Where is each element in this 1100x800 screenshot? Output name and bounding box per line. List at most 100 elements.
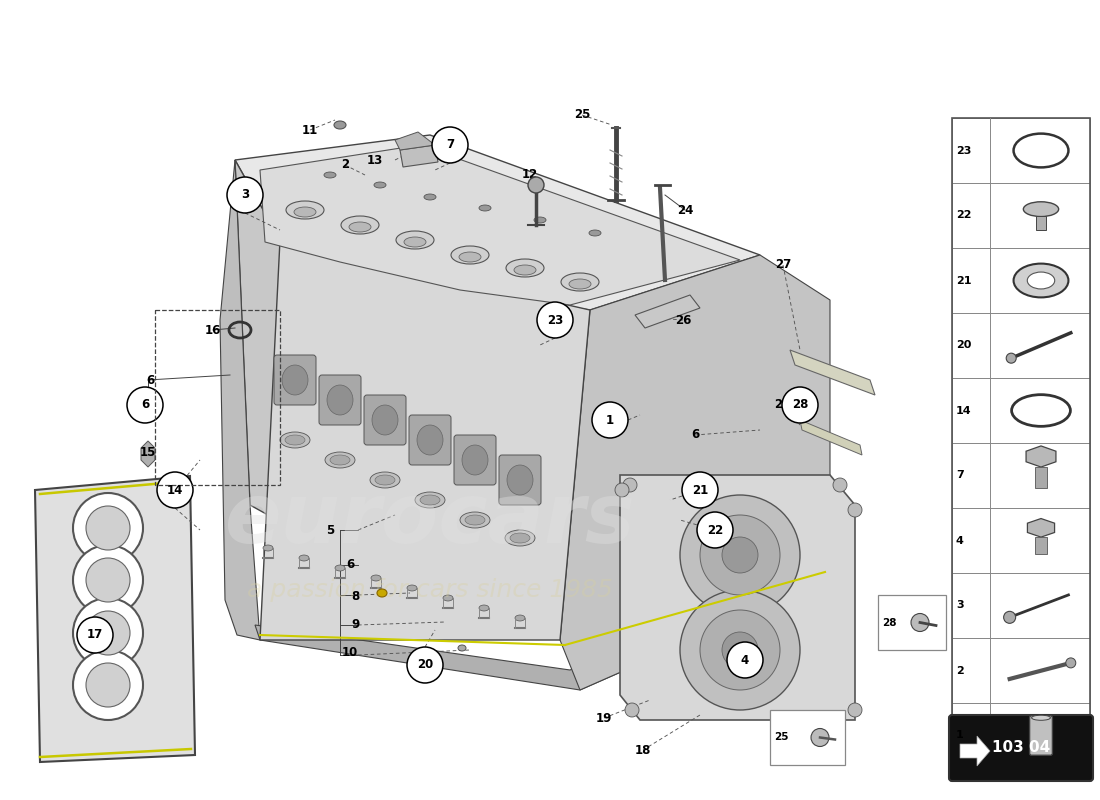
Ellipse shape <box>561 273 600 291</box>
Bar <box>952 118 1090 183</box>
Circle shape <box>432 127 468 163</box>
FancyBboxPatch shape <box>319 375 361 425</box>
Text: 25: 25 <box>574 109 591 122</box>
Ellipse shape <box>506 259 544 277</box>
Text: 24: 24 <box>676 203 693 217</box>
Polygon shape <box>220 160 260 640</box>
Ellipse shape <box>1032 715 1050 720</box>
Circle shape <box>77 617 113 653</box>
Ellipse shape <box>282 365 308 395</box>
Ellipse shape <box>377 589 387 597</box>
Circle shape <box>528 177 544 193</box>
Ellipse shape <box>424 194 436 200</box>
Text: 8: 8 <box>351 590 359 603</box>
Text: 6: 6 <box>141 398 150 411</box>
Bar <box>1035 467 1047 488</box>
Text: a passion for cars since 1985: a passion for cars since 1985 <box>248 578 613 602</box>
Polygon shape <box>35 476 195 762</box>
Circle shape <box>1003 611 1015 623</box>
Circle shape <box>828 711 842 725</box>
FancyBboxPatch shape <box>1030 716 1053 755</box>
Text: 3: 3 <box>956 601 964 610</box>
Circle shape <box>833 478 847 492</box>
Ellipse shape <box>569 279 591 289</box>
Polygon shape <box>400 145 438 167</box>
Ellipse shape <box>404 237 426 247</box>
Ellipse shape <box>415 492 446 508</box>
Ellipse shape <box>462 445 488 475</box>
Text: 25: 25 <box>774 733 789 742</box>
Circle shape <box>157 472 192 508</box>
Circle shape <box>73 650 143 720</box>
FancyBboxPatch shape <box>949 715 1093 781</box>
Text: 20: 20 <box>417 658 433 671</box>
Circle shape <box>615 483 629 497</box>
Ellipse shape <box>515 615 525 621</box>
Ellipse shape <box>280 432 310 448</box>
Text: 15: 15 <box>140 446 156 458</box>
Text: 4: 4 <box>956 535 964 546</box>
Circle shape <box>126 387 163 423</box>
Circle shape <box>722 537 758 573</box>
Text: eurocars: eurocars <box>224 479 636 561</box>
Bar <box>952 573 1090 638</box>
Bar <box>1035 537 1047 554</box>
Ellipse shape <box>330 455 350 465</box>
Text: 14: 14 <box>956 406 971 415</box>
Text: 21: 21 <box>956 275 971 286</box>
Text: 16: 16 <box>205 323 221 337</box>
Ellipse shape <box>324 452 355 468</box>
Text: 17: 17 <box>87 629 103 642</box>
Text: 5: 5 <box>326 523 334 537</box>
Bar <box>952 313 1090 378</box>
Circle shape <box>722 632 758 668</box>
FancyBboxPatch shape <box>409 415 451 465</box>
Text: 28: 28 <box>792 398 808 411</box>
Text: 3: 3 <box>241 189 249 202</box>
Ellipse shape <box>510 533 530 543</box>
Text: 2: 2 <box>341 158 349 171</box>
Text: 27: 27 <box>774 258 791 271</box>
Ellipse shape <box>341 216 380 234</box>
Text: 10: 10 <box>342 646 359 658</box>
Bar <box>952 248 1090 313</box>
Circle shape <box>592 402 628 438</box>
FancyBboxPatch shape <box>364 395 406 445</box>
Ellipse shape <box>459 252 481 262</box>
FancyBboxPatch shape <box>274 355 316 405</box>
Ellipse shape <box>286 201 324 219</box>
Text: 7: 7 <box>446 138 454 151</box>
Circle shape <box>1066 658 1076 668</box>
Ellipse shape <box>465 515 485 525</box>
Text: 22: 22 <box>707 523 723 537</box>
Ellipse shape <box>1027 272 1055 289</box>
Ellipse shape <box>458 645 466 651</box>
Text: 4: 4 <box>741 654 749 666</box>
Polygon shape <box>235 160 295 530</box>
Ellipse shape <box>443 595 453 601</box>
Polygon shape <box>395 132 434 150</box>
Ellipse shape <box>294 207 316 217</box>
Ellipse shape <box>478 605 490 611</box>
Ellipse shape <box>396 231 435 249</box>
Polygon shape <box>260 240 590 640</box>
Polygon shape <box>960 736 990 766</box>
Polygon shape <box>790 350 874 395</box>
Text: 23: 23 <box>956 146 971 155</box>
Ellipse shape <box>327 385 353 415</box>
Text: 6: 6 <box>691 429 700 442</box>
Bar <box>952 183 1090 248</box>
Text: 14: 14 <box>167 483 184 497</box>
Polygon shape <box>260 145 740 305</box>
Circle shape <box>782 387 818 423</box>
Polygon shape <box>1026 446 1056 467</box>
Bar <box>952 378 1090 443</box>
Bar <box>770 710 845 765</box>
Polygon shape <box>620 475 855 720</box>
Ellipse shape <box>588 230 601 236</box>
Ellipse shape <box>534 217 546 223</box>
Ellipse shape <box>371 575 381 581</box>
Circle shape <box>848 503 862 517</box>
Text: 12: 12 <box>521 169 538 182</box>
Text: 6: 6 <box>345 558 354 571</box>
